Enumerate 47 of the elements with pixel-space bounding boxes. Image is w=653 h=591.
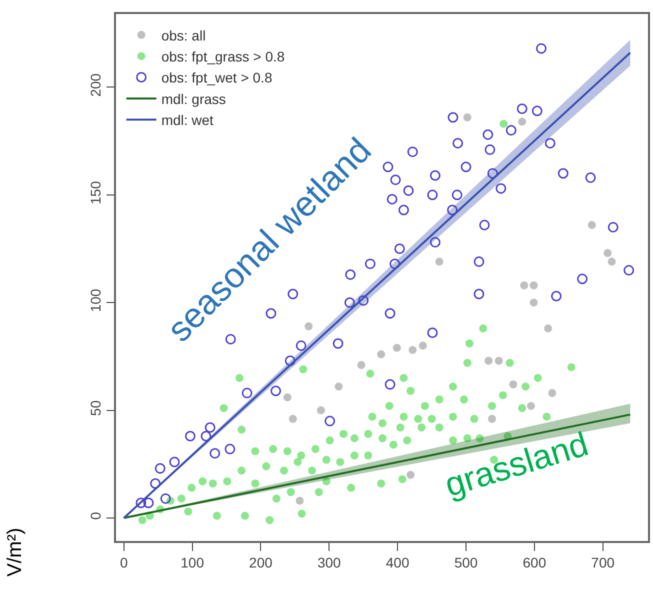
point xyxy=(408,346,417,354)
point xyxy=(518,118,526,126)
point xyxy=(435,258,444,266)
x-tick-label: 0 xyxy=(120,554,128,571)
x-tick-label: 500 xyxy=(454,554,478,571)
point xyxy=(544,324,552,332)
point xyxy=(296,496,304,505)
x-tick-label: 300 xyxy=(317,554,342,571)
y-tick-label: 0 xyxy=(88,512,104,520)
x-tick-label: 400 xyxy=(386,554,410,571)
legend-label: obs: fpt_grass > 0.8 xyxy=(161,48,285,65)
legend-label: obs: all xyxy=(161,27,206,44)
point xyxy=(509,380,518,388)
point xyxy=(520,281,528,290)
point xyxy=(588,221,596,230)
legend-label: obs: fpt_wet > 0.8 xyxy=(161,70,272,86)
point xyxy=(488,414,496,423)
point xyxy=(316,406,325,414)
x-tick-label: 200 xyxy=(249,554,273,571)
point xyxy=(392,344,401,352)
point xyxy=(283,393,292,402)
point xyxy=(377,350,386,358)
x-tick-label: 600 xyxy=(522,554,546,571)
point xyxy=(288,414,297,423)
y-axis-title: V/m²) xyxy=(4,528,26,577)
point xyxy=(526,402,535,410)
point xyxy=(484,356,493,365)
y-tick-label: 200 xyxy=(88,73,104,97)
point xyxy=(548,389,556,398)
y-tick-label: 150 xyxy=(88,180,104,204)
point xyxy=(530,298,538,307)
legend-label: mdl: grass xyxy=(161,90,226,107)
point xyxy=(604,249,612,258)
point xyxy=(530,281,538,290)
x-tick-label: 700 xyxy=(591,554,615,571)
point xyxy=(608,258,616,266)
x-tick-label: 100 xyxy=(180,554,204,571)
point xyxy=(406,470,415,479)
point xyxy=(304,322,313,330)
y-tick-label: 100 xyxy=(88,288,104,312)
point xyxy=(494,356,503,365)
point xyxy=(418,342,427,350)
y-tick-label: 50 xyxy=(88,400,104,416)
legend-label: mdl: wet xyxy=(161,112,214,128)
point xyxy=(463,113,472,122)
point xyxy=(357,361,366,370)
point xyxy=(334,382,343,391)
